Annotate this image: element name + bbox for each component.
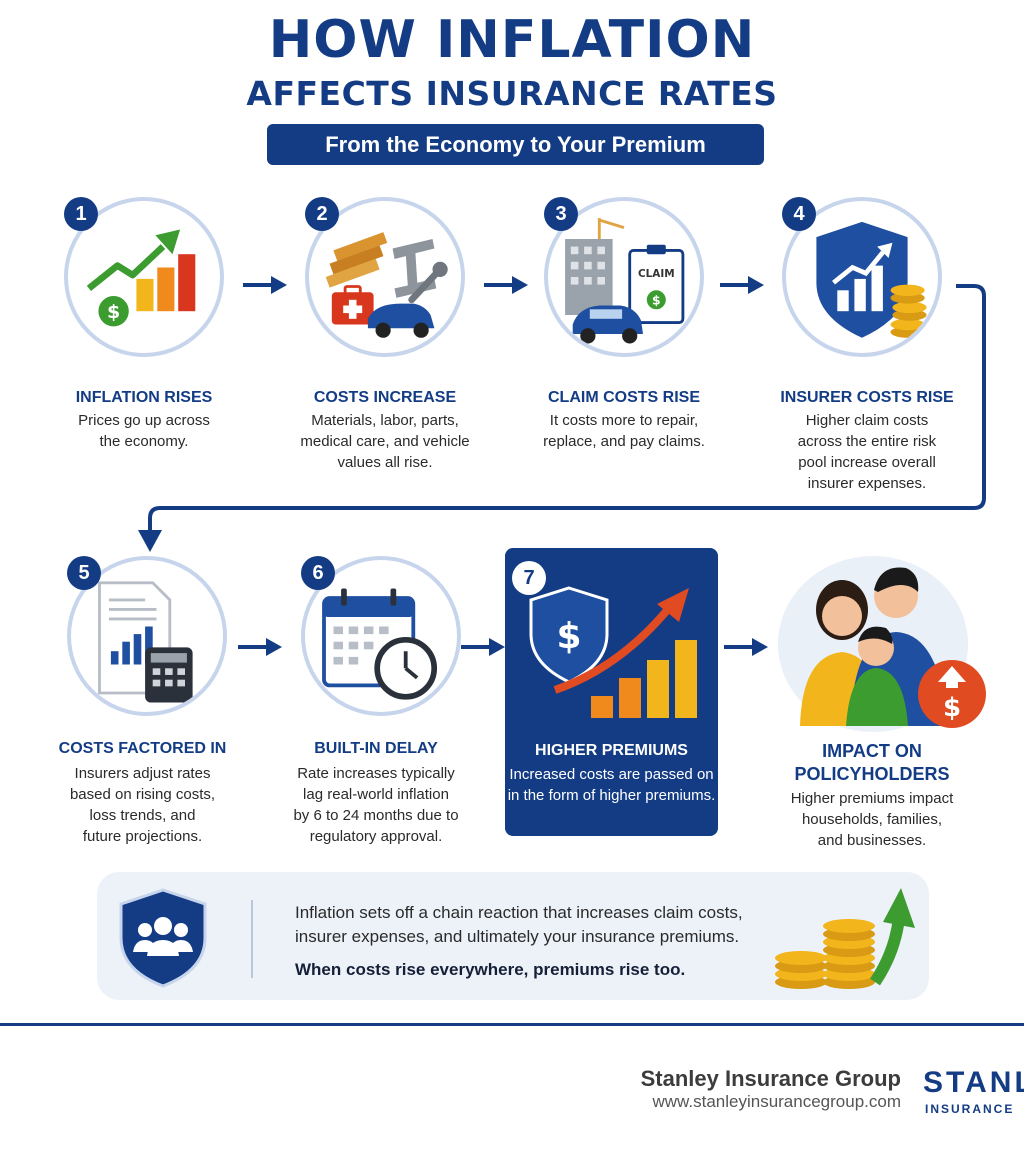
- banner-emphasis: When costs rise everywhere, premiums ris…: [295, 960, 686, 979]
- step-7-title: HIGHER PREMIUMS: [535, 742, 688, 759]
- company-logo: STANLEY: [923, 1066, 1024, 1099]
- website-link[interactable]: www.stanleyinsurancegroup.com: [652, 1092, 901, 1111]
- step-5-number: 5: [67, 556, 101, 590]
- banner-text-line2: insurer expenses, and ultimately your in…: [295, 927, 740, 946]
- step-8-desc: Higher premiums impact households, famil…: [790, 790, 954, 849]
- step-5-circle: [67, 556, 227, 716]
- step-4-desc: Higher claim costs across the entire ris…: [797, 412, 937, 492]
- step-1-circle: $: [64, 197, 224, 357]
- summary-banner: Inflation sets off a chain reaction that…: [97, 872, 929, 1000]
- step-8-title: IMPACT ON POLICYHOLDERS: [794, 741, 950, 784]
- step-6-number: 6: [301, 556, 335, 590]
- page-title-line2: AFFECTS INSURANCE RATES: [246, 74, 778, 113]
- step-1-number: 1: [64, 197, 98, 231]
- svg-text:$: $: [652, 294, 661, 308]
- arrow-right-icon: [724, 638, 768, 656]
- step-1-desc: Prices go up across the economy.: [78, 412, 210, 450]
- premium-chart-icon: $: [529, 586, 697, 718]
- svg-text:CLAIM: CLAIM: [638, 268, 675, 280]
- arrow-right-icon: [720, 276, 764, 294]
- arrow-right-icon: [484, 276, 528, 294]
- company-logo-subtext: INSURANCE: [925, 1102, 1015, 1116]
- arrow-right-icon: [243, 276, 287, 294]
- banner-text-line1: Inflation sets off a chain reaction that…: [295, 903, 743, 922]
- step-7-number: 7: [512, 561, 546, 595]
- materials-icon: [325, 232, 448, 338]
- svg-text:$: $: [943, 693, 961, 723]
- step-6-desc: Rate increases typically lag real-world …: [293, 765, 459, 845]
- step-3-desc: It costs more to repair, replace, and pa…: [543, 412, 705, 450]
- step-4-title: INSURER COSTS RISE: [780, 389, 954, 406]
- shield-chart-icon: [816, 221, 927, 338]
- step-6-title: BUILT-IN DELAY: [314, 740, 438, 757]
- step-1-title: INFLATION RISES: [75, 389, 213, 406]
- step-4-number: 4: [782, 197, 816, 231]
- banner-divider: [251, 900, 253, 978]
- subtitle-banner: From the Economy to Your Premium: [267, 124, 764, 165]
- svg-text:$: $: [107, 301, 120, 323]
- claim-icon: CLAIM $: [565, 218, 685, 344]
- company-name: Stanley Insurance Group: [640, 1066, 901, 1091]
- step-2-number: 2: [305, 197, 339, 231]
- step-2-circle: [305, 197, 465, 357]
- step-2-desc: Materials, labor, parts, medical care, a…: [300, 412, 470, 471]
- step-7-box: $ HIGHER PREMIUMS Increased costs are pa…: [505, 548, 718, 836]
- step-6-circle: [301, 556, 461, 716]
- coins-growth-icon: [775, 888, 915, 989]
- step-2-title: COSTS INCREASE: [313, 389, 457, 406]
- footer-divider: [0, 1023, 1024, 1026]
- shield-people-icon: [119, 888, 207, 988]
- step-5-desc: Insurers adjust rates based on rising co…: [69, 765, 216, 845]
- calculator-icon: [98, 581, 193, 703]
- step-3-number: 3: [544, 197, 578, 231]
- connector-arrow-icon: [138, 284, 986, 552]
- growth-chart-icon: $: [86, 229, 196, 327]
- svg-text:$: $: [556, 616, 581, 657]
- step-7-desc: Increased costs are passed on in the for…: [507, 766, 716, 804]
- step-5-title: COSTS FACTORED IN: [58, 740, 227, 757]
- arrow-right-icon: [461, 638, 505, 656]
- page-title-line1: HOW INFLATION: [268, 10, 756, 70]
- family-icon: $: [800, 567, 986, 728]
- step-3-title: CLAIM COSTS RISE: [547, 389, 700, 406]
- calendar-clock-icon: [322, 588, 438, 700]
- arrow-right-icon: [238, 638, 282, 656]
